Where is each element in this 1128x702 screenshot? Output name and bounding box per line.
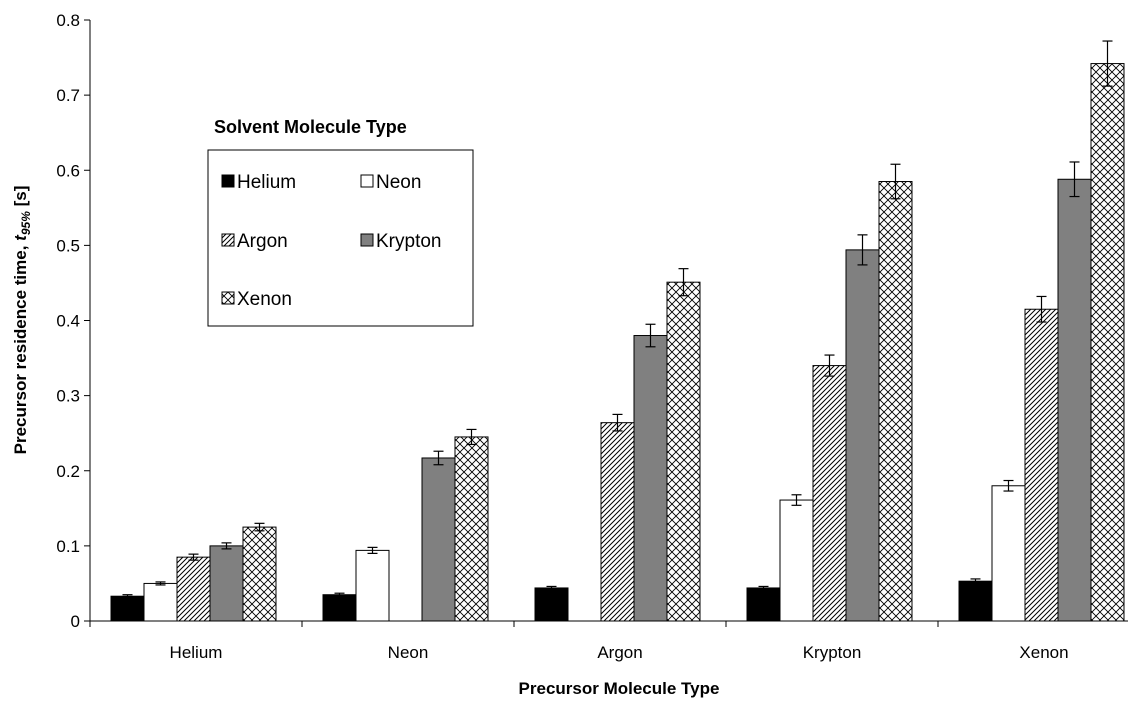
bar-krypton-argon <box>633 335 668 622</box>
legend-label-argon: Argon <box>237 231 288 252</box>
x-tick-label-neon: Neon <box>388 643 429 662</box>
bar-krypton-xenon <box>1057 178 1092 622</box>
error-bar-xenon-argon <box>678 268 689 297</box>
y-tick-label: 0.2 <box>56 462 80 481</box>
error-bar-helium-neon <box>334 592 345 597</box>
bar-argon-argon <box>600 422 635 622</box>
bar-neon-krypton <box>779 499 814 622</box>
error-bar-neon-xenon <box>1003 479 1014 492</box>
error-bar-helium-krypton <box>758 585 769 591</box>
error-bar-krypton-neon <box>433 450 444 466</box>
bar-helium-argon <box>534 587 569 622</box>
legend-item-neon: Neon <box>360 172 421 193</box>
legend-item-helium: Helium <box>221 172 296 193</box>
legend-item-xenon: Xenon <box>221 289 292 310</box>
x-tick-label-krypton: Krypton <box>803 643 862 662</box>
error-bar-krypton-helium <box>221 542 232 550</box>
legend-label-xenon: Xenon <box>237 289 292 310</box>
x-tick-label-helium: Helium <box>170 643 223 662</box>
bar-xenon-krypton <box>878 181 913 622</box>
legend-item-krypton: Krypton <box>360 231 441 252</box>
legend-box <box>207 149 474 327</box>
error-bar-argon-krypton <box>824 354 835 377</box>
axes-layer: 0 0.1 0.2 0.3 0.4 0.5 0.6 0.7 0.8 Helium Neon Argon… <box>56 11 1128 662</box>
y-axis-title-sub: 95% <box>19 211 33 235</box>
error-bar-xenon-xenon <box>1102 40 1113 87</box>
error-bar-helium-argon <box>546 585 557 591</box>
y-tick-label: 0.8 <box>56 11 80 30</box>
bar-helium-krypton <box>746 587 781 622</box>
y-tick-label: 0.3 <box>56 387 80 406</box>
bar-argon-helium <box>176 556 211 622</box>
legend-label-neon: Neon <box>376 172 421 193</box>
bar-krypton-krypton <box>845 249 880 622</box>
legend-items: Helium Neon Argon Krypton Xenon <box>221 172 441 310</box>
bar-krypton-neon <box>421 457 456 622</box>
bar-argon-krypton <box>812 365 847 622</box>
bar-argon-xenon <box>1024 308 1059 622</box>
error-bar-neon-neon <box>367 546 378 554</box>
legend-swatch-neon <box>360 174 374 188</box>
y-tick-label: 0.5 <box>56 236 80 255</box>
y-tick-label: 0.4 <box>56 312 80 331</box>
bar-xenon-helium <box>242 526 277 622</box>
error-bar-krypton-xenon <box>1069 161 1080 198</box>
error-bar-xenon-krypton <box>890 163 901 200</box>
y-tick-label: 0 <box>71 612 80 631</box>
y-axis-title-main: Precursor residence time, <box>11 241 30 455</box>
error-bars-layer <box>122 40 1113 599</box>
bar-krypton-helium <box>209 545 244 622</box>
x-axis-title: Precursor Molecule Type <box>519 679 720 698</box>
y-axis-title: Precursor residence time, t95% [s] <box>11 186 33 455</box>
bars-layer <box>110 63 1125 622</box>
error-bar-krypton-argon <box>645 323 656 348</box>
bar-xenon-xenon <box>1090 63 1125 622</box>
error-bar-helium-helium <box>122 594 133 599</box>
x-tick-label-argon: Argon <box>597 643 642 662</box>
error-bar-argon-xenon <box>1036 295 1047 323</box>
error-bar-xenon-neon <box>466 428 477 446</box>
legend-label-krypton: Krypton <box>376 231 441 252</box>
legend-label-helium: Helium <box>237 172 296 193</box>
bar-neon-neon <box>355 549 390 622</box>
error-bar-xenon-helium <box>254 522 265 532</box>
legend-title: Solvent Molecule Type <box>214 117 407 137</box>
y-tick-label: 0.7 <box>56 86 80 105</box>
bar-xenon-argon <box>666 281 701 622</box>
error-bar-krypton-krypton <box>857 234 868 266</box>
legend-swatch-argon <box>221 233 235 247</box>
x-tick-label-xenon: Xenon <box>1019 643 1068 662</box>
legend: Solvent Molecule Type Helium Neon Argon Kry… <box>207 117 474 327</box>
error-bar-neon-helium <box>155 581 166 586</box>
bar-neon-xenon <box>991 485 1026 622</box>
error-bar-neon-krypton <box>791 494 802 506</box>
bar-helium-helium <box>110 595 145 622</box>
legend-swatch-krypton <box>360 233 374 247</box>
error-bar-argon-argon <box>612 413 623 432</box>
bar-xenon-neon <box>454 436 489 622</box>
y-axis-title-var: t <box>11 234 30 241</box>
error-bar-helium-xenon <box>970 578 981 585</box>
error-bar-argon-helium <box>188 553 199 561</box>
legend-swatch-helium <box>221 174 235 188</box>
y-tick-label: 0.1 <box>56 537 80 556</box>
y-tick-label: 0.6 <box>56 161 80 180</box>
bar-helium-xenon <box>958 580 993 622</box>
bar-neon-helium <box>143 582 178 622</box>
bar-helium-neon <box>322 594 357 622</box>
legend-swatch-xenon <box>221 291 235 305</box>
legend-item-argon: Argon <box>221 231 288 252</box>
y-axis-title-unit: [s] <box>11 186 30 212</box>
